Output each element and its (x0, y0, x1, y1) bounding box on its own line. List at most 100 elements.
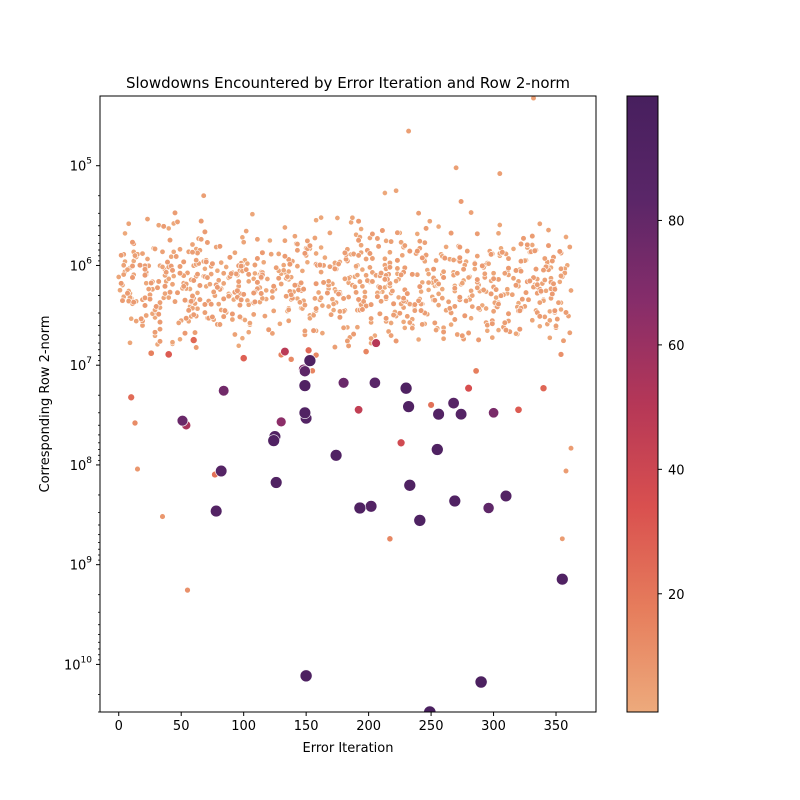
data-point (193, 257, 200, 264)
data-point (288, 291, 295, 298)
data-point (324, 289, 331, 297)
data-point (249, 211, 256, 218)
data-point (488, 251, 495, 258)
x-tick-label: 150 (294, 719, 319, 734)
data-point (435, 290, 442, 297)
x-tick-label: 100 (231, 719, 256, 734)
colorbar (626, 95, 659, 713)
data-point (366, 264, 373, 271)
data-point (201, 228, 208, 235)
data-point (304, 237, 311, 244)
data-point (138, 315, 145, 322)
data-point (413, 514, 427, 527)
data-point (276, 320, 283, 327)
data-point (166, 237, 174, 244)
data-point (406, 319, 413, 326)
data-point (298, 406, 312, 419)
data-point (375, 243, 382, 250)
data-point (238, 262, 245, 270)
data-point (220, 270, 227, 277)
data-point (191, 329, 199, 336)
data-point (416, 283, 423, 290)
data-point (551, 286, 558, 293)
data-point (465, 274, 472, 281)
data-point (269, 294, 276, 301)
data-point (399, 252, 406, 259)
data-point (364, 500, 378, 513)
data-point (151, 245, 159, 252)
data-point (505, 265, 512, 272)
data-point (416, 238, 423, 245)
data-point (120, 262, 127, 269)
plot-frame (99, 95, 597, 713)
x-tick-label: 200 (356, 719, 381, 734)
data-point (318, 244, 325, 251)
data-point (369, 230, 376, 238)
data-point (130, 299, 137, 306)
data-point (350, 331, 357, 338)
data-point (484, 322, 491, 329)
data-point (335, 290, 342, 298)
data-point (229, 310, 236, 318)
data-point (440, 268, 447, 275)
data-point (464, 384, 473, 393)
data-point (285, 306, 292, 313)
data-point (345, 342, 352, 349)
data-point (425, 279, 432, 286)
data-point (118, 252, 125, 259)
data-point (423, 225, 430, 232)
data-point (153, 303, 160, 310)
data-point (550, 280, 557, 287)
data-point (443, 243, 450, 250)
data-point (459, 332, 466, 339)
data-point (383, 237, 390, 244)
data-point (355, 237, 362, 244)
data-point (495, 230, 502, 237)
data-point (353, 289, 360, 296)
data-point (155, 311, 162, 318)
data-point (490, 270, 497, 277)
data-point (530, 96, 537, 102)
data-point (355, 218, 362, 225)
data-point (474, 675, 488, 689)
data-point (537, 288, 545, 295)
data-point (181, 297, 189, 304)
x-tick-label: 250 (419, 719, 444, 734)
data-point (239, 354, 248, 363)
data-point (388, 320, 395, 326)
data-point (558, 306, 564, 313)
data-point (119, 297, 126, 304)
data-point (143, 280, 150, 287)
data-point (427, 401, 435, 409)
data-point (414, 248, 421, 255)
data-point (203, 258, 210, 266)
data-point (386, 264, 393, 271)
data-point (176, 415, 189, 427)
data-point (184, 586, 191, 594)
data-point (190, 311, 197, 318)
data-point (220, 280, 227, 287)
data-point (319, 302, 326, 309)
data-point (229, 316, 236, 323)
data-point (400, 318, 407, 325)
data-point (210, 288, 217, 296)
data-point (376, 310, 383, 317)
data-point (146, 296, 154, 303)
data-point (349, 214, 356, 221)
data-point (493, 286, 500, 293)
data-point (189, 241, 196, 248)
data-point (265, 326, 272, 333)
data-point (325, 303, 332, 310)
data-point (448, 230, 455, 237)
data-point (524, 241, 531, 248)
data-point (474, 230, 481, 237)
data-point (176, 263, 184, 270)
data-point (394, 265, 401, 272)
data-point (245, 329, 252, 336)
data-point (353, 501, 367, 515)
data-point (231, 331, 238, 338)
data-point (177, 246, 183, 253)
data-point (254, 279, 261, 286)
data-point (406, 301, 413, 308)
